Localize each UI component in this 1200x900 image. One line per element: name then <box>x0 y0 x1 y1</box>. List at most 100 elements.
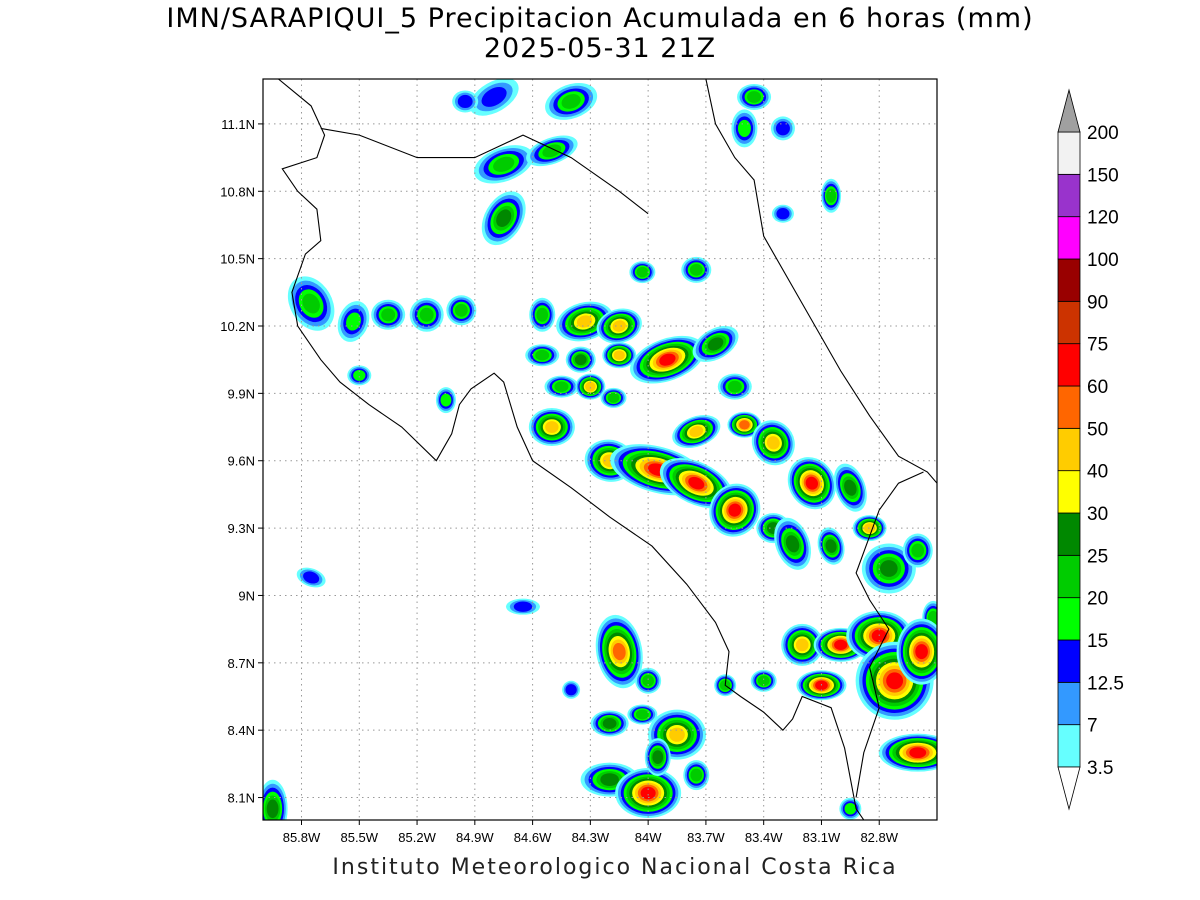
precip-contour <box>536 307 549 322</box>
precip-contour <box>493 156 515 172</box>
precip-contour <box>886 672 904 690</box>
colorbar-over-arrow <box>1057 88 1081 133</box>
precip-cell <box>469 79 519 116</box>
precip-contour <box>535 349 550 361</box>
precip-contour <box>728 503 742 517</box>
precip-contour <box>844 802 857 815</box>
precip-contour <box>689 426 704 438</box>
precip-cell <box>630 335 705 384</box>
colorbar-label: 60 <box>1087 377 1108 398</box>
precip-cell <box>296 567 326 588</box>
precip-cell <box>817 527 845 565</box>
colorbar-swatch <box>1057 300 1081 345</box>
precip-contour <box>454 303 468 317</box>
precip-cell <box>602 342 637 369</box>
colorbar-label: 90 <box>1087 292 1108 313</box>
colorbar-swatch <box>1057 639 1081 683</box>
precip-cell <box>683 760 710 791</box>
precip-cell <box>629 261 656 284</box>
precip-contour <box>565 684 577 696</box>
map-gridlines <box>263 79 937 820</box>
precip-contour <box>642 674 655 687</box>
lon-tick-label: 83.1W <box>803 830 841 845</box>
precip-cell <box>902 533 933 568</box>
lon-tick-label: 84W <box>635 830 662 845</box>
precip-cell <box>709 483 761 537</box>
precip-contour <box>880 560 898 577</box>
precip-contour <box>757 675 770 687</box>
precip-contour <box>457 94 473 109</box>
precip-cell <box>781 623 824 666</box>
precip-contour <box>602 718 617 729</box>
colorbar-swatch <box>1057 216 1081 260</box>
precip-cell <box>672 415 721 449</box>
border-panama-line <box>855 471 924 798</box>
colorbar-label: 75 <box>1087 335 1108 356</box>
precip-cell <box>544 375 579 398</box>
precip-cell <box>896 618 937 685</box>
precip-contour <box>635 709 649 720</box>
precip-cell <box>371 299 406 330</box>
precip-cell <box>287 276 335 331</box>
colorbar-label: 100 <box>1087 250 1119 271</box>
lat-tick-label: 8.1N <box>228 791 255 806</box>
precip-cell <box>821 178 842 213</box>
lat-tick-label: 9N <box>238 588 255 603</box>
precip-contour <box>825 539 837 553</box>
precip-contour <box>302 293 320 314</box>
map-title: IMN/SARAPIQUI_5 Precipitacion Acumulada … <box>166 3 1034 34</box>
colorbar-swatch <box>1057 258 1081 302</box>
institution-credit: Instituto Meteorologico Nacional Costa R… <box>332 855 898 880</box>
precip-contour <box>381 308 396 322</box>
colorbar-swatch <box>1057 427 1081 472</box>
precip-contour <box>915 644 928 660</box>
coastline-borders <box>278 79 937 820</box>
lat-tick-label: 9.9N <box>228 386 255 401</box>
colorbar-label: 150 <box>1087 165 1119 186</box>
map-frame <box>262 78 938 821</box>
lon-tick-label: 85.8W <box>283 830 321 845</box>
precip-cell <box>878 733 937 772</box>
precip-cell <box>839 797 862 820</box>
precip-cell <box>861 543 916 594</box>
precip-contour <box>785 535 800 553</box>
precip-cell <box>596 308 642 344</box>
colorbar-swatch <box>1057 131 1081 175</box>
precip-contour <box>266 799 279 819</box>
lat-tick-label: 8.4N <box>228 723 255 738</box>
colorbar-label: 15 <box>1087 631 1108 652</box>
precip-contour <box>844 479 857 496</box>
precip-contour <box>561 94 581 109</box>
colorbar-swatch <box>1057 512 1081 556</box>
precip-contour <box>481 87 507 107</box>
precip-cell <box>481 191 526 246</box>
precip-cell <box>562 680 581 699</box>
precip-cell <box>644 738 671 777</box>
precip-contour <box>574 354 587 366</box>
precip-contour <box>585 381 596 392</box>
precip-cell <box>648 709 707 760</box>
colorbar-swatch <box>1057 597 1081 641</box>
colorbar-label: 120 <box>1087 208 1119 229</box>
precip-cell <box>409 297 444 332</box>
precip-cell <box>595 614 643 689</box>
precip-contour <box>795 638 809 652</box>
precip-cell <box>737 83 772 110</box>
colorbar-swatch <box>1057 470 1081 514</box>
precip-cell <box>692 325 739 362</box>
lat-tick-label: 11.1N <box>221 117 255 132</box>
precip-cell <box>435 387 456 414</box>
precip-contour <box>554 381 569 392</box>
precip-cell <box>590 710 629 737</box>
lon-tick-label: 84.3W <box>572 830 610 845</box>
precip-contour <box>613 350 625 361</box>
colorbar-label: 3.5 <box>1087 758 1113 779</box>
precip-contour <box>911 543 925 558</box>
lon-tick-label: 83.4W <box>745 830 783 845</box>
lon-tick-label: 82.8W <box>860 830 898 845</box>
precip-cell <box>545 83 598 120</box>
precip-cell <box>751 420 795 466</box>
precip-cell <box>615 768 682 819</box>
precip-cell <box>787 457 836 510</box>
